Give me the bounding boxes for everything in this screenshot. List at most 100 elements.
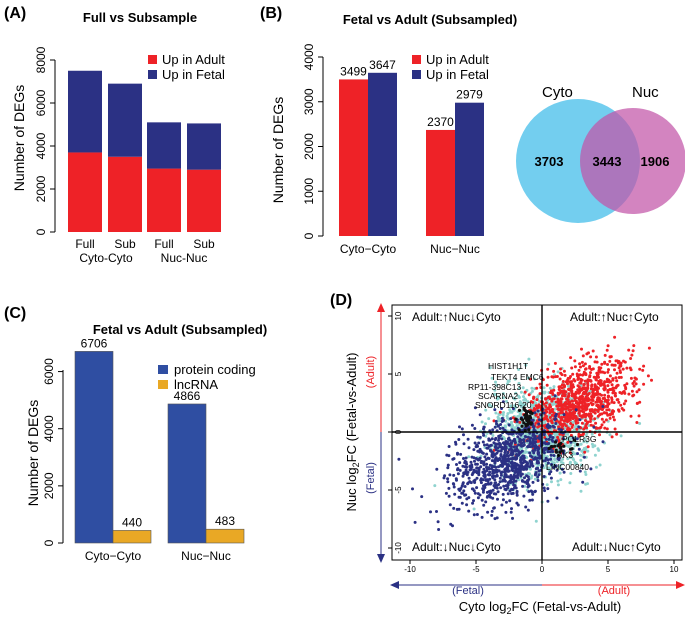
scatter-point xyxy=(530,474,534,478)
scatter-point xyxy=(595,398,599,402)
scatter-point xyxy=(569,433,573,437)
scatter-point xyxy=(572,385,575,389)
scatter-point xyxy=(542,486,546,490)
scatter-point xyxy=(615,379,619,383)
scatter-point xyxy=(548,425,552,429)
scatter-point xyxy=(497,424,500,428)
scatter-point xyxy=(457,438,461,441)
venn-value-overlap: 3443 xyxy=(593,154,622,169)
scatter-point xyxy=(571,416,575,420)
chart-a-ytick-label: 8000 xyxy=(34,46,48,73)
scatter-point xyxy=(490,459,494,463)
scatter-xtick-label: 0 xyxy=(540,565,545,574)
scatter-point xyxy=(514,405,518,409)
scatter-point xyxy=(475,443,479,447)
scatter-point xyxy=(524,422,528,427)
scatter-point xyxy=(618,369,622,373)
scatter-point xyxy=(477,458,481,462)
scatter-point xyxy=(607,378,610,382)
scatter-point xyxy=(498,410,502,414)
scatter-point xyxy=(579,453,582,457)
scatter-point xyxy=(608,413,612,416)
scatter-point xyxy=(601,440,605,444)
scatter-point xyxy=(603,393,607,397)
scatter-point xyxy=(524,435,528,439)
scatter-point xyxy=(470,423,474,427)
scatter-point xyxy=(526,376,530,380)
scatter-point xyxy=(596,371,600,375)
scatter-point xyxy=(578,418,582,422)
scatter-point xyxy=(471,501,475,505)
scatter-point xyxy=(519,457,523,461)
scatter-point xyxy=(554,417,558,421)
scatter-point xyxy=(527,484,531,488)
scatter-point xyxy=(603,361,607,365)
scatter-point xyxy=(503,442,507,446)
scatter-point xyxy=(571,423,575,427)
gene-label-scarna2: SCARNA2 xyxy=(478,391,518,401)
scatter-point xyxy=(549,389,553,393)
legend-up-in-fetal: Up in Fetal xyxy=(162,67,225,82)
scatter-point xyxy=(600,423,604,427)
scatter-point xyxy=(580,421,584,425)
scatter-point xyxy=(521,386,525,390)
panel-b: (B) Fetal vs Adult (Subsampled) Number o… xyxy=(260,5,685,256)
scatter-point xyxy=(583,379,587,383)
scatter-point xyxy=(448,473,452,477)
scatter-point xyxy=(538,434,542,438)
scatter-point xyxy=(603,353,607,357)
scatter-point xyxy=(452,457,456,461)
scatter-point xyxy=(528,451,532,455)
scatter-point xyxy=(507,448,511,452)
chart-a-bar-up-in-adult xyxy=(187,169,221,232)
scatter-point xyxy=(499,473,503,477)
scatter-point xyxy=(504,484,508,488)
scatter-point xyxy=(492,492,496,496)
scatter-point xyxy=(509,510,513,514)
scatter-point xyxy=(533,448,537,452)
scatter-point xyxy=(577,432,581,436)
scatter-point xyxy=(562,369,566,373)
scatter-point xyxy=(529,421,534,425)
scatter-point xyxy=(488,477,492,481)
scatter-point xyxy=(462,457,465,460)
scatter-point xyxy=(548,467,552,471)
legend-swatch-up-in-adult xyxy=(148,55,157,64)
scatter-point xyxy=(527,426,531,429)
scatter-point xyxy=(518,386,521,390)
scatter-point xyxy=(413,520,417,524)
scatter-point xyxy=(542,448,546,452)
scatter-point xyxy=(585,404,589,408)
scatter-point xyxy=(553,361,557,365)
scatter-point xyxy=(550,480,553,484)
scatter-point xyxy=(577,408,581,412)
scatter-point xyxy=(513,397,517,401)
scatter-point xyxy=(455,463,458,466)
scatter-ytick-label: 10 xyxy=(394,311,403,320)
scatter-point xyxy=(467,446,471,450)
scatter-point xyxy=(506,442,510,446)
scatter-point xyxy=(503,449,507,452)
scatter-point xyxy=(631,349,635,353)
scatter-point xyxy=(523,484,527,488)
scatter-point xyxy=(594,465,598,469)
scatter-point xyxy=(535,406,539,410)
scatter-point xyxy=(483,455,487,459)
gene-label-tekt4: TEKT4 xyxy=(491,372,518,382)
scatter-point xyxy=(482,425,486,429)
scatter-point xyxy=(569,356,573,360)
scatter-point xyxy=(514,486,518,490)
scatter-point xyxy=(556,391,560,395)
scatter-point xyxy=(560,386,564,390)
scatter-point xyxy=(535,398,539,402)
scatter-point xyxy=(507,423,511,427)
chart-a-bar-up-in-fetal xyxy=(108,83,142,157)
scatter-point xyxy=(482,460,486,464)
scatter-point xyxy=(597,448,601,452)
scatter-point xyxy=(561,405,564,409)
scatter-point xyxy=(529,400,533,404)
scatter-point xyxy=(523,450,527,454)
chart-a-bar-up-in-fetal xyxy=(147,122,181,169)
scatter-point xyxy=(561,457,565,461)
scatter-point xyxy=(632,384,636,388)
